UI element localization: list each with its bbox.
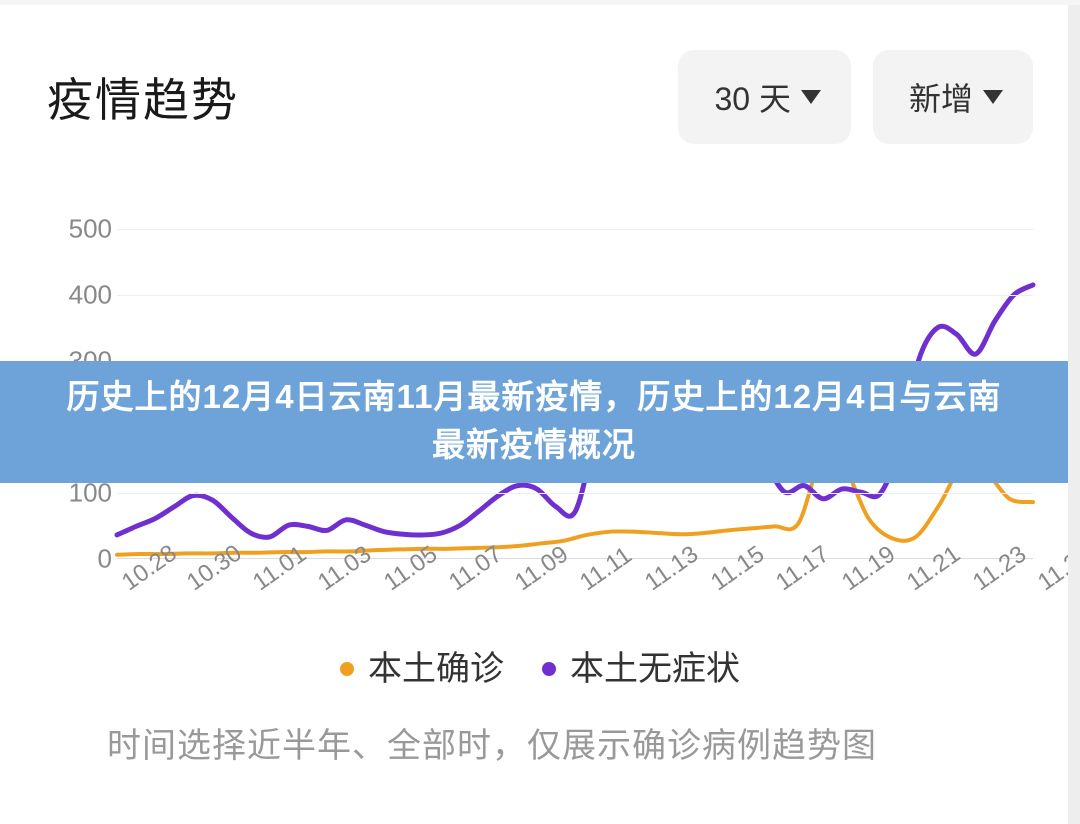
page-title: 疫情趋势	[47, 64, 239, 130]
legend-item: 本土无症状	[542, 641, 740, 690]
legend: 本土确诊本土无症状	[47, 641, 1033, 690]
chevron-down-icon	[983, 90, 1003, 104]
mode-dropdown[interactable]: 新增	[873, 50, 1033, 144]
gridline	[117, 493, 1033, 494]
chart-container: 5004003002001000 10.2810.3011.0111.0311.…	[47, 229, 1033, 767]
footnote: 时间选择近半年、全部时，仅展示确诊病例趋势图	[107, 718, 1033, 767]
gridline	[117, 295, 1033, 296]
y-tick: 400	[69, 280, 112, 311]
chevron-down-icon	[801, 90, 821, 104]
range-dropdown[interactable]: 30 天	[678, 50, 851, 144]
header: 疫情趋势 30 天 新增	[0, 5, 1080, 144]
legend-dot	[340, 662, 354, 676]
scrollbar-track[interactable]	[1068, 5, 1080, 824]
gridline	[117, 229, 1033, 230]
legend-item: 本土确诊	[340, 641, 504, 690]
headline-overlay: 历史上的12月4日云南11月最新疫情，历史上的12月4日与云南最新疫情概况	[0, 361, 1068, 483]
y-tick: 500	[69, 214, 112, 245]
y-tick: 0	[98, 544, 112, 575]
legend-dot	[542, 662, 556, 676]
range-label: 30 天	[714, 74, 791, 120]
controls: 30 天 新增	[678, 50, 1033, 144]
mode-label: 新增	[909, 74, 973, 120]
x-axis: 10.2810.3011.0111.0311.0511.0711.0911.11…	[117, 559, 1033, 619]
